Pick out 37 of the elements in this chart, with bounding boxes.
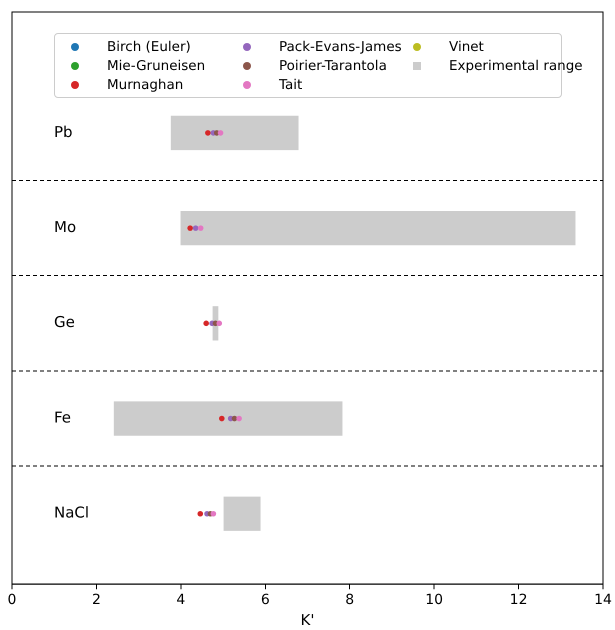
x-tick-label: 8 — [345, 592, 354, 608]
x-tick-label: 6 — [260, 592, 270, 608]
x-tick-label: 14 — [594, 592, 612, 608]
bar — [180, 210, 576, 246]
legend-label: Murnaghan — [107, 76, 184, 92]
x-tick-label: 0 — [8, 592, 16, 608]
point — [216, 320, 222, 326]
point — [219, 416, 225, 422]
point — [198, 225, 204, 231]
point — [187, 225, 193, 231]
legend-label: Poirier-Tarantola — [279, 58, 387, 74]
legend-label: Birch (Euler) — [107, 38, 191, 54]
point — [192, 225, 198, 231]
y-tick-label: Mo — [54, 218, 76, 236]
x-tick-label: 10 — [425, 592, 444, 608]
legend-label: Pack-Evans-James — [279, 38, 402, 54]
legend-label: Vinet — [449, 38, 484, 54]
bar — [170, 116, 299, 150]
legend-label: Mie-Gruneisen — [107, 58, 206, 74]
point — [218, 130, 224, 136]
y-tick-label: Pb — [54, 122, 73, 141]
bar — [114, 401, 342, 436]
legend-label: Tait — [279, 76, 302, 92]
x-tick-label: 2 — [92, 592, 101, 608]
point — [210, 510, 216, 517]
bar — [224, 496, 261, 531]
point — [205, 130, 211, 136]
y-tick-label: Fe — [54, 408, 72, 426]
x-tick-label: 4 — [176, 592, 186, 608]
point — [236, 416, 242, 422]
point — [197, 510, 204, 517]
x-tick-label: 12 — [510, 592, 528, 608]
point — [203, 320, 209, 326]
y-tick-label: NaCl — [54, 504, 90, 522]
legend-label: Experimental range — [449, 58, 583, 74]
y-tick-label: Ge — [54, 313, 75, 332]
x-axis-title: K' — [300, 610, 314, 629]
